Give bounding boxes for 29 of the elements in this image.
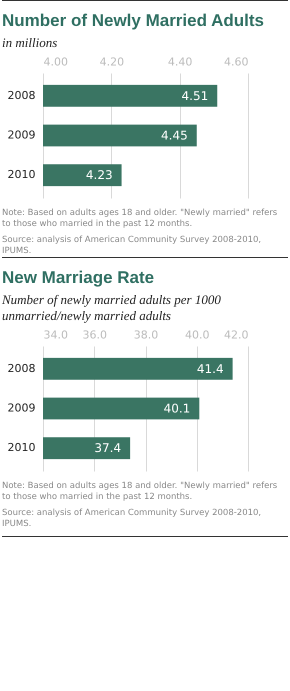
source-note: Source: analysis of American Community Survey 2008-2010, IPUMS. [2, 508, 262, 530]
data-label: 40.1 [164, 402, 190, 416]
data-label: 4.51 [182, 88, 208, 103]
x-tick-label: 40.0 [185, 328, 210, 342]
y-tick-label: 2010 [8, 168, 36, 182]
data-label: 4.23 [86, 168, 113, 182]
data-label: 37.4 [94, 441, 122, 456]
x-tick-label: 4.00 [44, 56, 68, 68]
source-note: Source: analysis of American Community Survey 2008-2010, IPUMS. [2, 235, 262, 257]
chart-subtitle: Number of newly married adults per 1000 unmarried/newly married adults [2, 292, 222, 324]
chart-title: Number of Newly Married Adults [2, 11, 265, 31]
chart-subtitle: in millions [2, 35, 58, 51]
text: Note: Based on adults ages 18 and older. "Newly married" refers to those who married in the past 12 months. [2, 481, 278, 503]
x-tick-label: 42.0 [224, 328, 248, 342]
y-tick-label: 2008 [8, 362, 36, 375]
y-tick-label: 2010 [8, 441, 36, 454]
data-label: 41.4 [196, 362, 224, 376]
x-tick-label: 36.0 [82, 328, 107, 342]
x-tick-label: 4.20 [100, 56, 124, 68]
x-tick-label: 34.0 [44, 328, 68, 342]
x-tick-label: 4.60 [224, 56, 248, 68]
y-tick-label: 2009 [8, 128, 36, 142]
data-label: 4.45 [161, 128, 188, 142]
x-tick-label: 38.0 [134, 328, 158, 342]
chart-title: New Marriage Rate [2, 268, 156, 288]
text: Note: Based on adults ages 18 and older. "Newly married" refers to those who married in the past 12 months. [2, 208, 278, 230]
y-tick-label: 2008 [8, 88, 36, 102]
y-tick-label: 2009 [8, 402, 36, 414]
x-tick-label: 4.40 [168, 56, 192, 68]
